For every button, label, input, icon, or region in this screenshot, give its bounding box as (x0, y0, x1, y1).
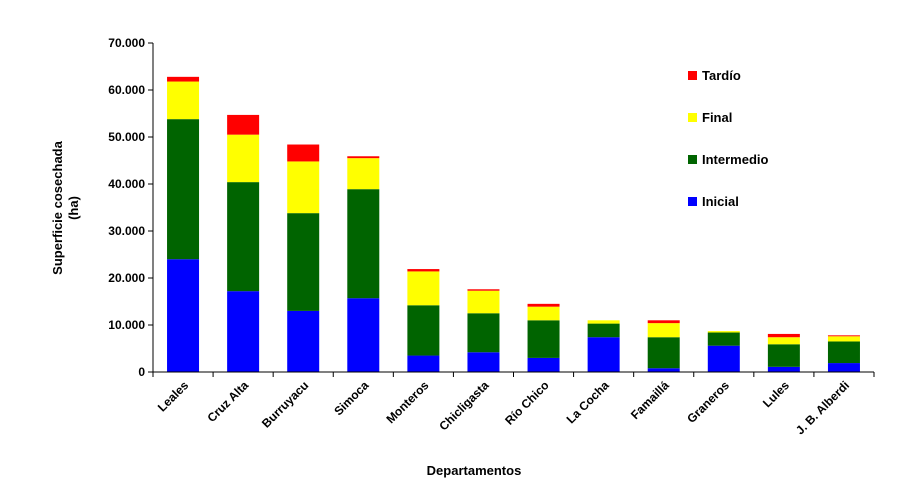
bar-segment-inicial (767, 366, 800, 372)
y-axis-title-line1: Superficie cosechada (50, 140, 65, 274)
bar-segment-intermedio (767, 344, 800, 367)
bar-segment-inicial (827, 363, 860, 372)
legend-label: Tardío (702, 68, 741, 83)
x-tick-label: Leales (155, 378, 192, 415)
bar-series-group (167, 76, 860, 372)
x-tick-label: Burruyacu (259, 378, 311, 430)
bar-segment-inicial (467, 352, 500, 372)
y-tick-label: 30.000 (108, 224, 145, 238)
bar-segment-inicial (587, 337, 620, 372)
bar-segment-intermedio (347, 189, 380, 299)
x-tick-label: Lules (760, 378, 792, 410)
legend-label: Intermedio (702, 152, 769, 167)
bar-segment-tard-o (467, 289, 500, 291)
x-tick-label: Río Chico (502, 378, 551, 427)
bar-segment-tard-o (227, 114, 260, 135)
bar-segment-intermedio (827, 341, 860, 364)
bar-segment-tard-o (407, 269, 440, 272)
x-tick-label: J. B. Alberdi (793, 378, 852, 437)
legend-swatch (688, 197, 697, 206)
x-tick-label: Monteros (383, 378, 431, 426)
y-axis: 0 10.000 20.000 30.000 40.000 50.000 60.000 70.… (108, 36, 154, 379)
bar-segment-final (527, 306, 560, 321)
bar-segment-tard-o (767, 333, 800, 338)
x-axis: Leales Cruz Alta Burruyacu Simoca Monteros Ch… (152, 371, 875, 437)
bar-segment-intermedio (227, 182, 260, 292)
y-tick-label: 50.000 (108, 130, 145, 144)
y-tick-label: 0 (138, 365, 145, 379)
bar-segment-final (647, 323, 680, 338)
bar-segment-final (587, 320, 620, 324)
legend-label: Inicial (702, 194, 739, 209)
bar-segment-intermedio (527, 320, 560, 358)
y-tick-label: 70.000 (108, 36, 145, 50)
bar-segment-final (347, 158, 380, 190)
x-tick-label: Cruz Alta (204, 378, 251, 425)
legend-label: Final (702, 110, 732, 125)
legend-swatch (688, 113, 697, 122)
bar-segment-inicial (527, 357, 560, 372)
bar-segment-final (167, 81, 200, 120)
x-axis-title: Departamentos (427, 463, 522, 478)
bar-segment-inicial (407, 355, 440, 372)
bar-segment-intermedio (587, 323, 620, 338)
legend-swatch (688, 71, 697, 80)
bar-segment-intermedio (647, 337, 680, 369)
bar-segment-tard-o (827, 335, 860, 337)
bar-segment-final (227, 134, 260, 183)
bar-segment-tard-o (527, 303, 560, 307)
bar-segment-tard-o (287, 144, 320, 162)
x-tick-label: Chicligasta (436, 378, 491, 433)
y-tick-label: 10.000 (108, 318, 145, 332)
bar-segment-inicial (287, 310, 320, 372)
bar-segment-final (467, 290, 500, 314)
y-tick-label: 20.000 (108, 271, 145, 285)
bar-segment-final (767, 337, 800, 345)
x-tick-label: Simoca (331, 378, 371, 418)
bar-segment-inicial (647, 368, 680, 372)
bar-segment-intermedio (467, 313, 500, 353)
x-tick-label: Graneros (684, 378, 732, 426)
bar-segment-intermedio (287, 213, 320, 311)
legend-swatch (688, 155, 697, 164)
bar-segment-intermedio (167, 119, 200, 260)
bar-segment-intermedio (407, 305, 440, 356)
y-tick-label: 40.000 (108, 177, 145, 191)
bar-segment-tard-o (347, 156, 380, 159)
bar-segment-tard-o (167, 76, 200, 82)
bar-segment-inicial (227, 291, 260, 372)
bar-segment-final (407, 271, 440, 306)
bar-segment-final (287, 161, 320, 214)
bar-segment-inicial (167, 259, 200, 372)
bar-segment-inicial (347, 298, 380, 372)
bar-segment-tard-o (647, 320, 680, 324)
legend: Tardío Final Intermedio Inicial (688, 68, 769, 209)
bar-segment-final (707, 331, 740, 333)
x-tick-label: Famaillá (628, 378, 672, 422)
y-tick-label: 60.000 (108, 83, 145, 97)
x-tick-label: La Cocha (564, 378, 612, 426)
y-axis-title-line2: (ha) (66, 196, 81, 220)
bar-segment-inicial (707, 345, 740, 372)
bar-segment-intermedio (707, 332, 740, 346)
bar-segment-final (827, 336, 860, 342)
